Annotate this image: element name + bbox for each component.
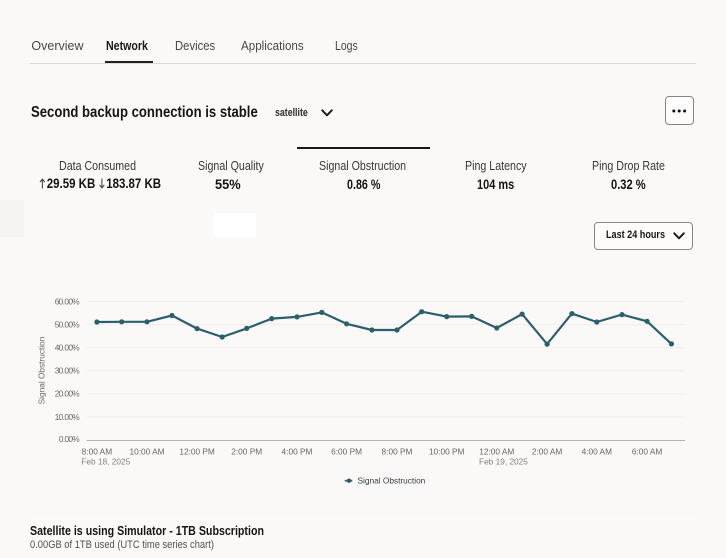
svg-text:10.00%: 10.00% [55,412,81,422]
svg-text:40.00%: 40.00% [55,343,81,353]
svg-text:10:00 PM: 10:00 PM [429,446,465,456]
svg-text:Signal Obstruction: Signal Obstruction [358,476,426,486]
svg-text:12:00 PM: 12:00 PM [179,446,215,456]
svg-text:30.00%: 30.00% [55,366,81,376]
svg-text:8:00 PM: 8:00 PM [382,446,413,456]
svg-text:2:00 PM: 2:00 PM [231,446,262,456]
svg-text:2:00 AM: 2:00 AM [532,446,563,456]
svg-text:10:00 AM: 10:00 AM [129,446,164,456]
svg-text:60.00%: 60.00% [55,296,81,306]
svg-text:6:00 PM: 6:00 PM [331,446,362,456]
svg-text:Feb 19, 2025: Feb 19, 2025 [479,457,528,467]
svg-text:4:00 PM: 4:00 PM [282,446,313,456]
svg-text:Feb 18, 2025: Feb 18, 2025 [81,457,130,467]
svg-text:4:00 AM: 4:00 AM [582,446,613,456]
svg-text:12:00 AM: 12:00 AM [479,446,514,456]
svg-text:0.00%: 0.00% [59,434,80,444]
svg-text:8:00 AM: 8:00 AM [82,446,113,456]
svg-text:Signal Obstruction: Signal Obstruction [37,336,47,404]
svg-text:6:00 AM: 6:00 AM [632,446,663,456]
svg-text:50.00%: 50.00% [55,319,81,329]
svg-text:20.00%: 20.00% [55,389,81,399]
